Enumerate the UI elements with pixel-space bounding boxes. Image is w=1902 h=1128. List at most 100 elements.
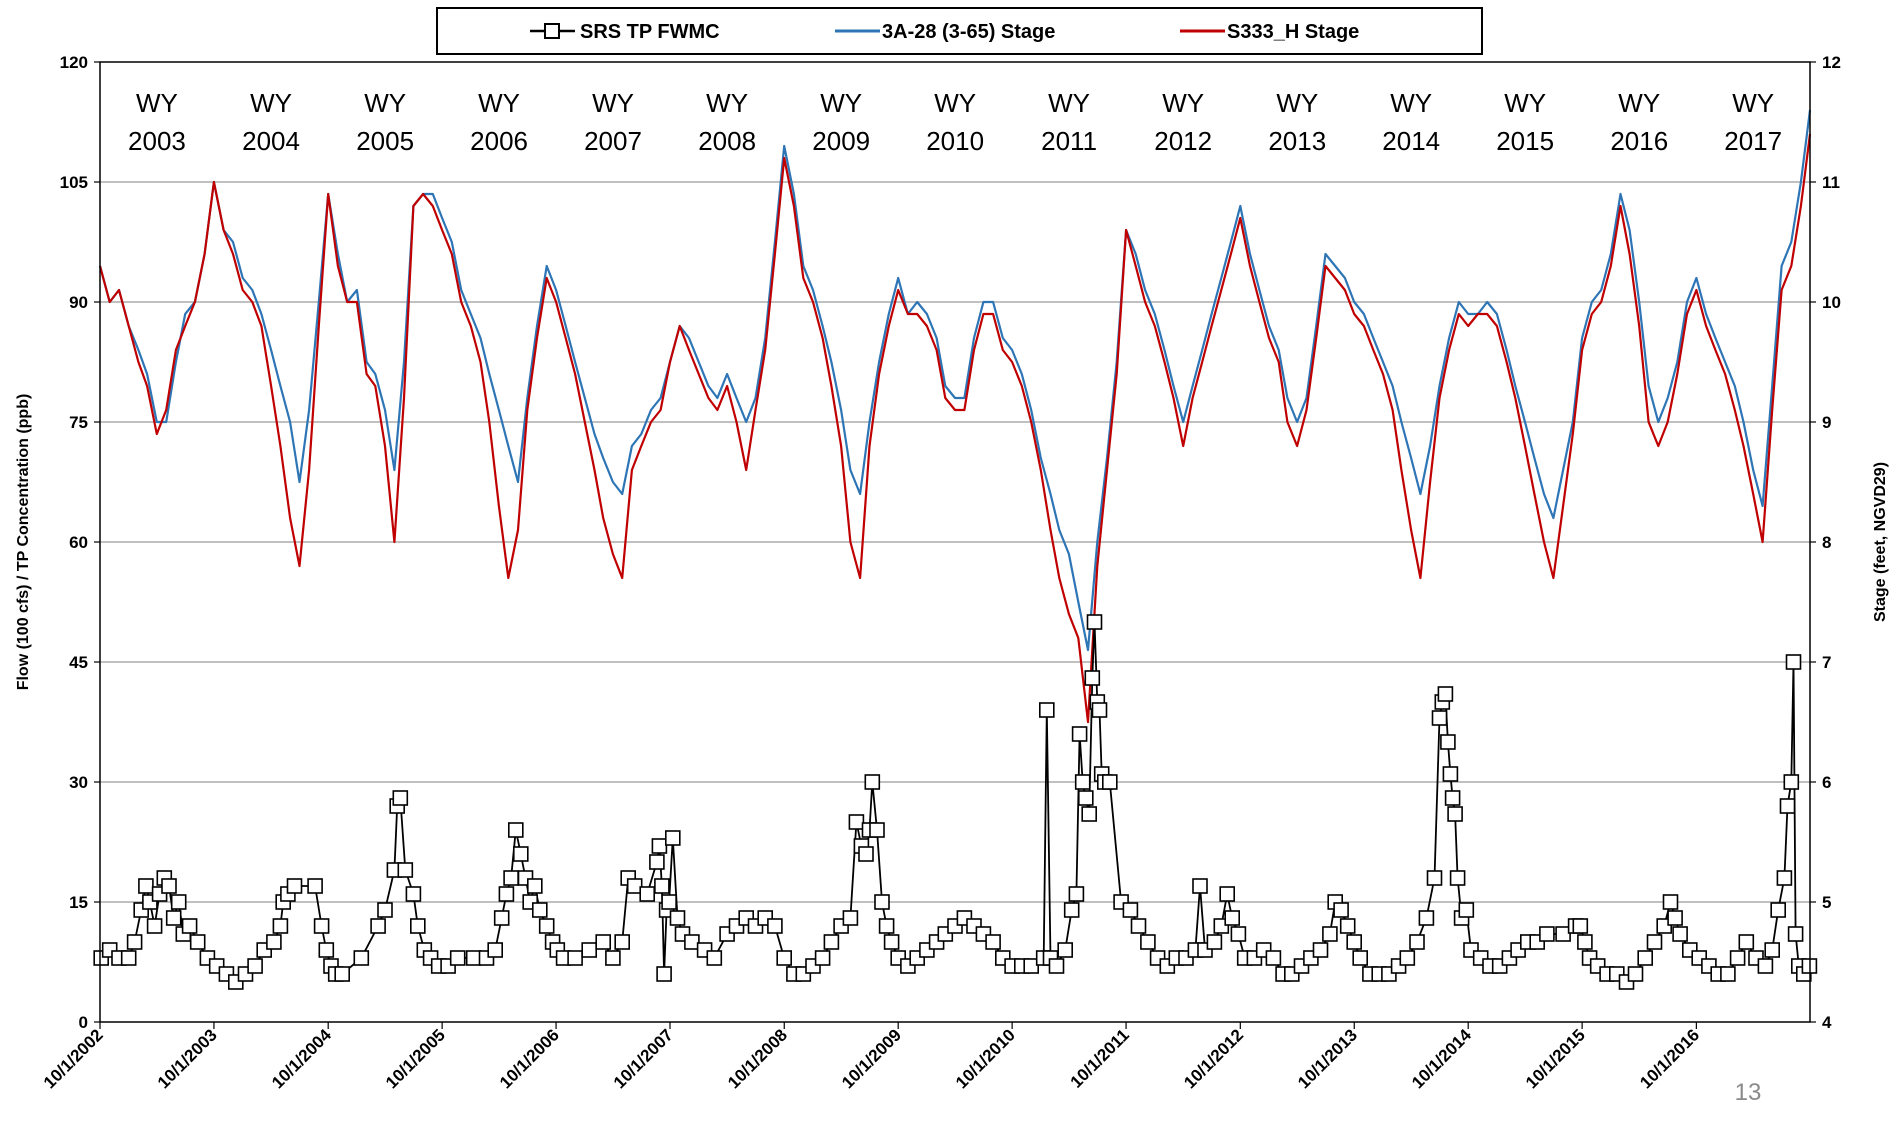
right-tick-12: 12 — [1822, 53, 1841, 72]
tp-point-80 — [669, 910, 686, 926]
tp-point-131 — [1074, 774, 1091, 790]
wy-prefix-2008: WY — [706, 88, 748, 118]
tp-point-171 — [1352, 950, 1368, 966]
tp-point-214 — [1672, 926, 1688, 942]
wy-year-2005: 2005 — [356, 126, 414, 156]
tp-point-202 — [1577, 934, 1593, 950]
tp-point-105 — [874, 894, 890, 910]
legend-box — [436, 7, 1483, 55]
tp-point-75 — [654, 878, 670, 894]
tp-point-180 — [1431, 710, 1448, 726]
tp-point-220 — [1729, 950, 1746, 966]
tp-point-228 — [1783, 774, 1800, 790]
tp-point-156 — [1230, 926, 1247, 942]
tp-point-184 — [1442, 766, 1459, 782]
tp-point-219 — [1720, 966, 1736, 982]
tp-point-212 — [1662, 894, 1679, 910]
tp-point-65 — [567, 950, 583, 966]
tp-point-129 — [1068, 886, 1085, 902]
tp-point-144 — [1140, 934, 1156, 950]
tp-point-225 — [1770, 902, 1786, 918]
tp-point-152 — [1206, 934, 1223, 950]
tp-point-230 — [1787, 926, 1804, 942]
tp-point-74 — [651, 838, 668, 854]
tp-point-37 — [377, 902, 393, 918]
tp-point-4 — [126, 934, 143, 950]
wy-year-2008: 2008 — [698, 126, 756, 156]
tp-point-124 — [1039, 702, 1055, 718]
x-tick-10/1/2009: 10/1/2009 — [838, 1025, 905, 1092]
tp-point-223 — [1757, 958, 1774, 974]
tp-point-78 — [661, 894, 677, 910]
tp-point-66 — [581, 942, 598, 958]
tp-point-224 — [1764, 942, 1780, 958]
tp-point-31 — [318, 942, 335, 958]
wy-year-2017: 2017 — [1724, 126, 1782, 156]
gridlines — [100, 181, 1810, 903]
tp-point-133 — [1081, 806, 1097, 822]
tp-point-176 — [1399, 950, 1416, 966]
tp-point-35 — [353, 950, 370, 966]
stage-3a28-line — [98, 109, 1812, 652]
left-axis-ticks: 0 15 30 45 60 75 90 105 120 — [60, 53, 100, 1032]
tp-point-60 — [531, 902, 548, 918]
tp-point-16 — [189, 934, 206, 950]
tp-point-25 — [272, 918, 289, 934]
series-3a28-stage — [98, 109, 1812, 652]
tp-point-143 — [1130, 918, 1147, 934]
right-tick-5: 5 — [1822, 893, 1831, 912]
wy-prefix-2007: WY — [592, 88, 634, 118]
tp-point-187 — [1449, 870, 1466, 886]
left-tick-60: 60 — [69, 533, 88, 552]
tp-point-155 — [1224, 910, 1240, 926]
wy-year-2010: 2010 — [926, 126, 984, 156]
tp-point-183 — [1440, 734, 1456, 750]
x-tick-10/1/2003: 10/1/2003 — [154, 1025, 221, 1092]
tp-point-179 — [1426, 870, 1443, 886]
tp-point-40 — [392, 790, 409, 806]
tp-point-199 — [1555, 926, 1571, 942]
tp-point-210 — [1646, 934, 1663, 950]
x-tick-10/1/2005: 10/1/2005 — [382, 1025, 449, 1092]
tp-point-84 — [706, 950, 723, 966]
tp-point-150 — [1192, 878, 1208, 894]
tp-point-76 — [656, 966, 672, 982]
tp-point-137 — [1091, 702, 1108, 718]
tp-point-142 — [1122, 902, 1139, 918]
wy-year-2003: 2003 — [128, 126, 186, 156]
series-s333-stage — [98, 133, 1812, 724]
tp-point-61 — [538, 918, 555, 934]
tp-point-177 — [1409, 934, 1425, 950]
tp-point-198 — [1539, 926, 1555, 942]
tp-point-13 — [170, 894, 187, 910]
tp-point-67 — [595, 934, 612, 950]
tp-point-185 — [1444, 790, 1461, 806]
series-srs-tp-fwmc — [93, 614, 1818, 990]
tp-point-226 — [1776, 870, 1793, 886]
tp-point-134 — [1084, 670, 1101, 686]
tp-point-122 — [1023, 958, 1039, 974]
tp-point-201 — [1572, 918, 1589, 934]
x-axis-ticks: 10/1/2002 10/1/2003 10/1/2004 10/1/2005 10/1… — [40, 1022, 1703, 1092]
tp-point-59 — [526, 878, 543, 894]
tp-point-68 — [605, 950, 621, 966]
wy-prefix-2011: WY — [1048, 88, 1090, 118]
tp-point-132 — [1078, 790, 1094, 806]
tp-point-130 — [1071, 726, 1088, 742]
tp-point-51 — [487, 942, 504, 958]
tp-point-49 — [465, 950, 482, 966]
tp-point-98 — [842, 910, 859, 926]
page-number: 13 — [1735, 1079, 1762, 1106]
tp-point-103 — [864, 774, 881, 790]
tp-point-29 — [307, 878, 323, 894]
tp-point-209 — [1637, 950, 1653, 966]
tp-point-221 — [1738, 934, 1755, 950]
wy-prefix-2012: WY — [1162, 88, 1204, 118]
tp-point-101 — [858, 846, 874, 862]
tp-point-53 — [498, 886, 515, 902]
tp-point-127 — [1057, 942, 1073, 958]
x-tick-10/1/2002: 10/1/2002 — [40, 1025, 107, 1092]
tp-point-54 — [503, 870, 519, 886]
wy-year-2014: 2014 — [1382, 126, 1440, 156]
x-tick-10/1/2006: 10/1/2006 — [496, 1025, 563, 1092]
